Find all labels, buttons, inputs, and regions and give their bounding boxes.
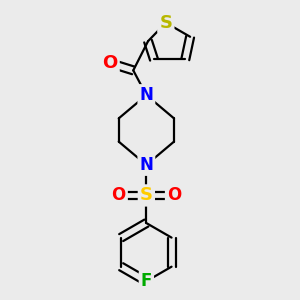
Text: S: S	[159, 14, 172, 32]
Text: S: S	[140, 186, 153, 204]
Text: F: F	[141, 272, 152, 290]
Text: O: O	[102, 54, 118, 72]
Text: N: N	[140, 156, 153, 174]
Text: O: O	[167, 186, 181, 204]
Text: O: O	[112, 186, 126, 204]
Text: N: N	[140, 86, 153, 104]
